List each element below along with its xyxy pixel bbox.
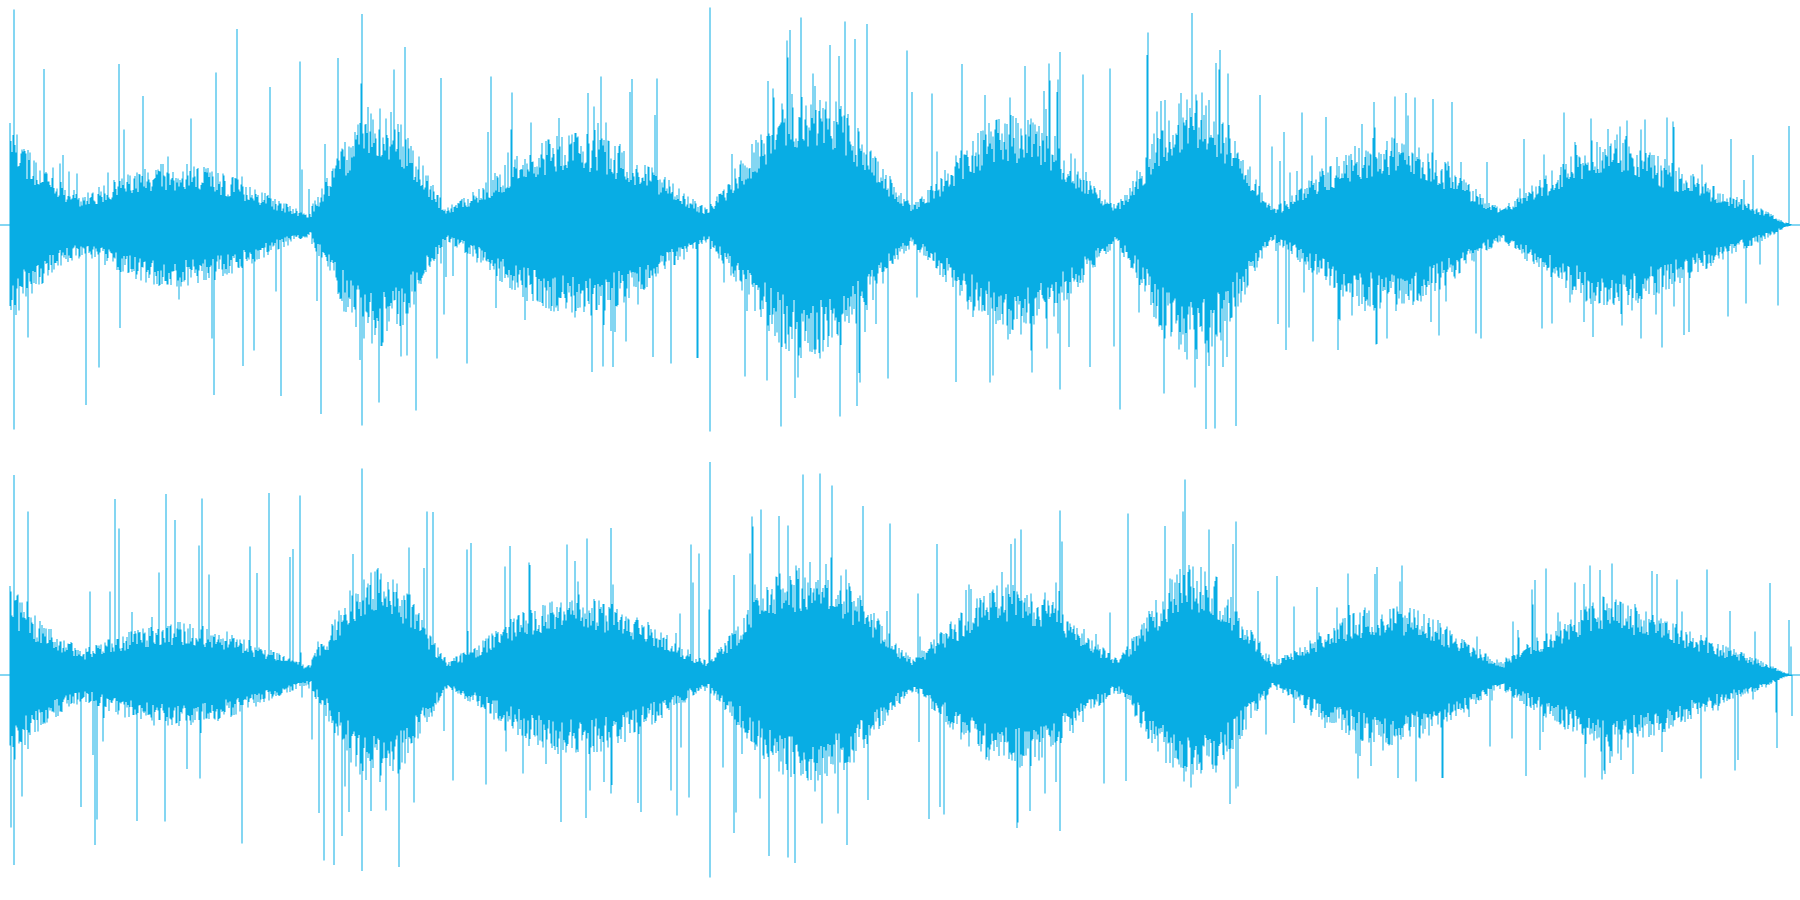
waveform-channel-2: [0, 461, 1800, 878]
waveform-trace: [9, 7, 1794, 432]
waveform-channel-1: [0, 7, 1800, 432]
waveform-trace: [9, 461, 1794, 878]
